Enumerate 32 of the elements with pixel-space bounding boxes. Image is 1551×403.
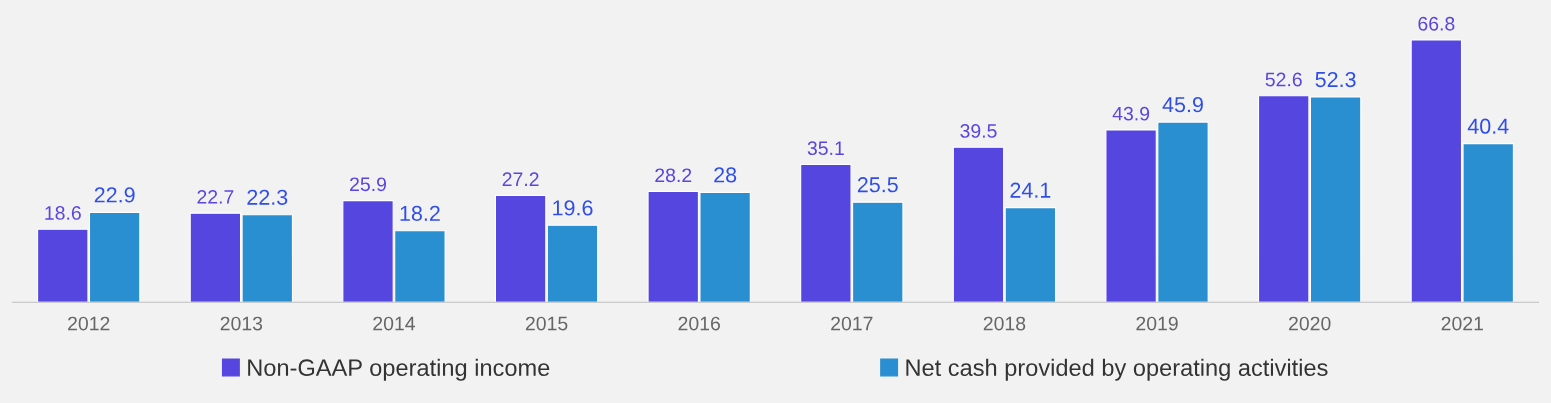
data-label: 22.3 — [247, 189, 288, 205]
data-label: 45.9 — [1162, 97, 1203, 113]
x-tick-label: 2012 — [68, 316, 110, 331]
data-label: 25.9 — [350, 177, 387, 192]
data-label: 18.6 — [45, 206, 81, 220]
data-label: 22.9 — [94, 187, 135, 203]
x-tick-label: 2020 — [1289, 316, 1331, 331]
legend-label: Non-GAAP operating income — [248, 358, 550, 381]
data-label: 18.2 — [400, 205, 440, 221]
data-label: 43.9 — [1112, 106, 1150, 121]
x-tick-label: 2016 — [678, 316, 720, 331]
data-label: 39.5 — [960, 124, 997, 138]
x-tick-label: 2021 — [1441, 316, 1483, 331]
x-tick-label: 2014 — [373, 316, 416, 331]
x-tick-label: 2018 — [983, 316, 1026, 331]
data-label: 27.2 — [502, 172, 539, 186]
data-label: 66.8 — [1418, 16, 1455, 31]
data-label: 24.1 — [1010, 182, 1051, 198]
legend-label: Net cash provided by operating activities — [906, 358, 1328, 381]
x-tick-label: 2013 — [220, 316, 263, 331]
data-label: 52.6 — [1265, 72, 1302, 87]
x-tick-label: 2015 — [525, 316, 568, 331]
x-tick-label: 2017 — [831, 316, 873, 331]
data-label: 19.6 — [553, 200, 593, 216]
data-label: 40.4 — [1467, 118, 1509, 134]
data-label: 28 — [714, 167, 737, 183]
x-tick-label: 2019 — [1136, 316, 1178, 331]
data-label: 28.2 — [655, 168, 692, 183]
data-label: 22.7 — [197, 189, 234, 204]
data-label: 25.5 — [857, 177, 898, 193]
data-label: 35.1 — [807, 141, 844, 156]
data-label: 52.3 — [1315, 71, 1356, 88]
